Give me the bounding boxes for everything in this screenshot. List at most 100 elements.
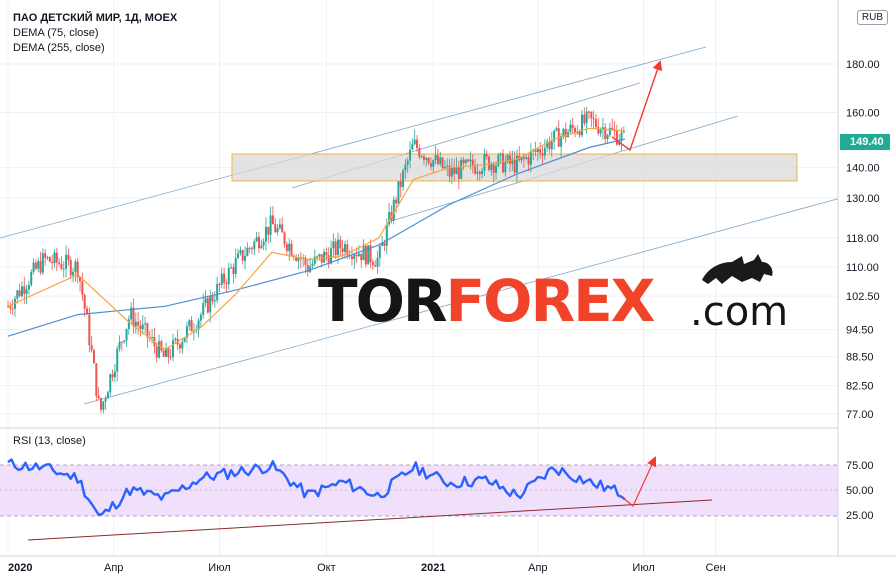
candle-body [255, 236, 258, 242]
time-axis[interactable]: 2020 Апр Июл Окт 2021 Апр Июл Сен [8, 562, 726, 574]
bull-icon [702, 254, 773, 284]
candle-body [72, 271, 75, 276]
currency-badge[interactable]: RUB [856, 10, 888, 25]
candle-body [309, 266, 312, 273]
rsi-line [7, 458, 626, 516]
time-tick-label: Сен [706, 562, 726, 574]
price-tick-label: 160.00 [846, 108, 880, 120]
candle-body [469, 159, 472, 162]
price-axis[interactable]: 180.00 160.00 140.00 130.00 118.00 110.00 102.… [846, 59, 880, 421]
candle-body [543, 147, 546, 156]
candle-body [601, 127, 604, 130]
candle-body [74, 261, 77, 272]
candle-body [325, 252, 328, 256]
candle-body [450, 167, 453, 177]
candle-body [18, 290, 21, 297]
candle-body [525, 157, 528, 159]
candle-body [371, 261, 374, 266]
dema-75-legend[interactable]: DEMA (75, close) [13, 27, 99, 39]
candle-body [278, 224, 281, 229]
candle-body [188, 320, 191, 327]
candle-body [99, 398, 102, 410]
candle-body [206, 298, 209, 313]
symbol-title[interactable]: ПАО ДЕТСКИЙ МИР, 1Д, MOEX [13, 12, 178, 24]
logo-part-com: .com [690, 289, 789, 335]
price-tick-label: 140.00 [846, 163, 880, 175]
candle-body [262, 241, 265, 246]
price-tick-label: 180.00 [846, 59, 880, 71]
price-tick-label: 102.50 [846, 291, 880, 303]
candle-body [125, 328, 128, 341]
candle-body [441, 157, 444, 169]
rsi-tick-label: 75.00 [846, 460, 874, 472]
candle-body [422, 156, 425, 160]
time-tick-label: Июл [208, 562, 230, 574]
candle-body [83, 294, 86, 309]
time-tick-label: 2020 [8, 562, 32, 574]
candle-body [51, 261, 54, 264]
candle-body [167, 348, 170, 357]
candle-body [462, 159, 465, 164]
candle-body [190, 320, 193, 332]
rsi-trend-line [27, 499, 713, 541]
grid-lines [0, 0, 838, 556]
candle-body [160, 341, 163, 351]
candle-body [476, 171, 479, 174]
candle-body [434, 155, 437, 161]
candle-body [111, 374, 114, 378]
candle-body [597, 127, 600, 134]
time-tick-label: 2021 [421, 562, 445, 574]
candle-body [406, 160, 409, 165]
price-tick-label: 77.00 [846, 409, 874, 421]
dema-255-legend[interactable]: DEMA (255, close) [13, 42, 105, 54]
candle-body [123, 340, 126, 342]
candle-body [260, 245, 263, 249]
rsi-legend[interactable]: RSI (13, close) [13, 435, 86, 447]
candle-body [55, 252, 58, 263]
price-tick-label: 82.50 [846, 381, 874, 393]
candle-body [27, 284, 30, 290]
torforex-logo: TORFOREX .com [318, 254, 789, 336]
candle-body [304, 257, 307, 265]
candle-body [583, 114, 586, 124]
price-candles [7, 106, 625, 414]
candle-body [44, 253, 47, 258]
candle-body [402, 170, 405, 188]
candle-body [471, 159, 474, 167]
candle-body [399, 181, 402, 188]
price-tick-label: 110.00 [846, 262, 879, 274]
candle-body [197, 320, 200, 330]
candle-body [144, 323, 147, 325]
candle-body [274, 224, 277, 233]
candle-body [132, 307, 135, 327]
time-tick-label: Апр [104, 562, 123, 574]
logo-wordmark: TORFOREX [318, 266, 655, 336]
rsi-axis[interactable]: 75.00 50.00 25.00 [846, 460, 874, 522]
candle-body [220, 273, 223, 285]
candle-body [599, 129, 602, 134]
candle-body [367, 245, 370, 265]
candle-body [97, 395, 100, 399]
candle-body [276, 228, 279, 233]
candle-body [11, 308, 14, 310]
candle-body [395, 199, 398, 204]
candle-body [548, 141, 551, 150]
candle-body [474, 166, 477, 174]
candle-body [336, 239, 339, 256]
logo-part-tor: TOR [318, 267, 448, 335]
rsi-forecast-arrow [621, 456, 657, 507]
candle-body [562, 128, 565, 136]
candle-body [267, 226, 270, 235]
candle-body [218, 283, 221, 285]
candle-body [574, 128, 577, 134]
candle-body [453, 167, 456, 175]
candle-body [86, 308, 89, 315]
candle-body [209, 295, 212, 313]
time-tick-label: Июл [632, 562, 654, 574]
candle-body [495, 165, 498, 173]
candle-body [397, 181, 400, 204]
candle-body [416, 139, 419, 149]
candle-body [216, 283, 219, 301]
candle-body [590, 111, 593, 118]
candle-body [611, 127, 614, 130]
